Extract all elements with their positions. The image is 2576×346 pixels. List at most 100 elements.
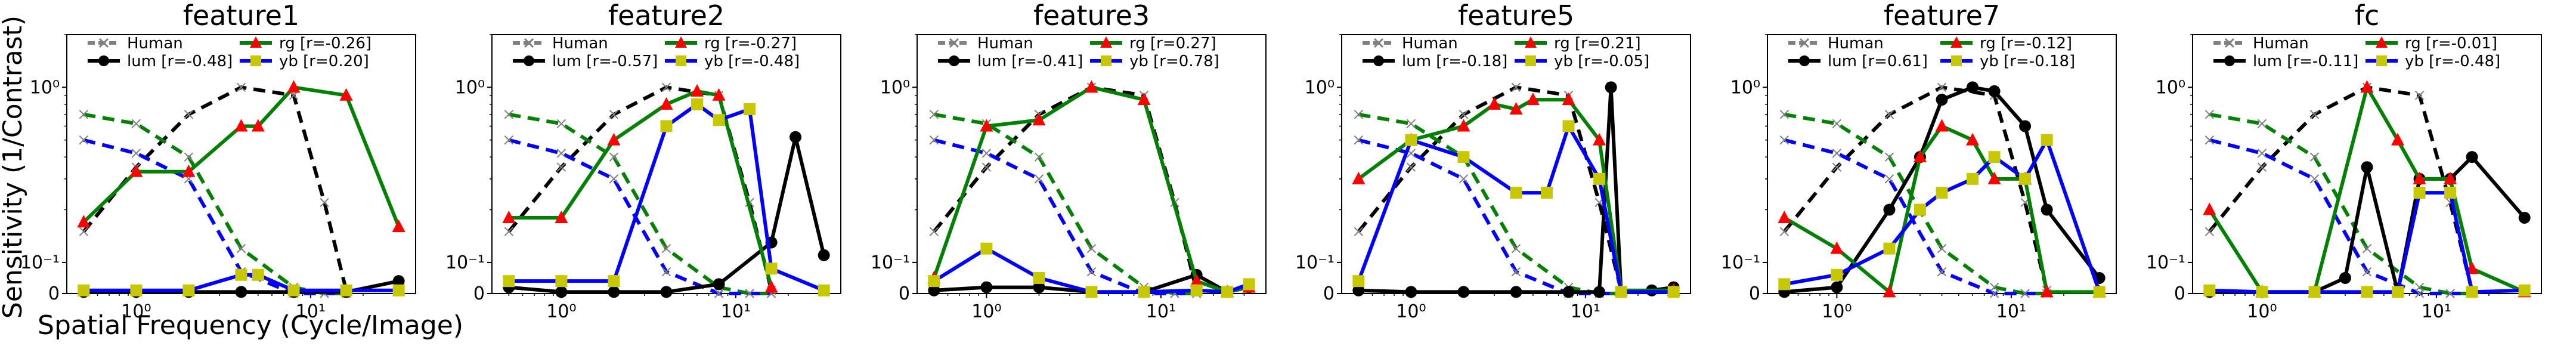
data-point bbox=[392, 220, 405, 233]
data-point bbox=[744, 103, 756, 116]
data-point bbox=[1913, 150, 1927, 163]
series-line bbox=[1357, 122, 1674, 294]
y-tick-label: 10⁻¹ bbox=[871, 252, 910, 273]
legend-label: lum [r=-0.18] bbox=[1402, 52, 1507, 70]
data-point bbox=[1032, 113, 1046, 126]
axes-frame bbox=[66, 34, 416, 294]
human-point bbox=[556, 162, 566, 172]
human-point bbox=[1354, 227, 1364, 236]
data-point bbox=[2518, 284, 2531, 296]
human-point bbox=[2205, 227, 2215, 236]
data-point bbox=[2361, 286, 2373, 298]
x-tick-label: 10¹ bbox=[1996, 301, 2026, 322]
human-point bbox=[236, 82, 246, 92]
legend-marker bbox=[2224, 55, 2235, 66]
human-point bbox=[1034, 152, 1044, 162]
human-point bbox=[131, 119, 141, 129]
human-lum-curve bbox=[1783, 85, 2049, 291]
data-point bbox=[287, 80, 301, 93]
legend-marker bbox=[1100, 36, 1112, 48]
x-tick-label: 10¹ bbox=[1146, 301, 1176, 322]
data-point bbox=[1510, 286, 1522, 298]
data-point bbox=[1243, 278, 1255, 291]
legend-label: yb [r=0.78] bbox=[1129, 52, 1219, 70]
data-point bbox=[2339, 271, 2351, 284]
legend-marker bbox=[524, 55, 534, 66]
y-tick-label: 0 bbox=[899, 283, 910, 304]
human-point bbox=[929, 227, 939, 236]
human-point bbox=[1937, 82, 1947, 92]
human-point bbox=[2362, 267, 2372, 277]
data-point bbox=[555, 275, 568, 288]
human-point bbox=[2257, 149, 2267, 158]
legend-marker bbox=[524, 38, 534, 48]
data-point bbox=[1526, 92, 1540, 106]
data-point bbox=[818, 249, 830, 261]
data-point bbox=[1883, 285, 1896, 298]
data-point bbox=[1831, 268, 1843, 281]
human-point bbox=[929, 135, 939, 145]
human-point bbox=[2445, 289, 2455, 298]
human-point bbox=[1989, 289, 1999, 298]
human-point bbox=[504, 227, 514, 236]
data-point bbox=[1562, 286, 1575, 298]
series-line bbox=[1784, 135, 2101, 293]
y-tick-label: 0 bbox=[1323, 283, 1335, 304]
human-point bbox=[1511, 243, 1521, 254]
series-line bbox=[509, 137, 826, 294]
legend-marker bbox=[1373, 55, 1384, 66]
x-tick-label: 10⁰ bbox=[1822, 301, 1852, 322]
data-point bbox=[251, 119, 265, 132]
legend-label: Human bbox=[1402, 35, 1458, 52]
x-tick-label: 10¹ bbox=[1571, 301, 1600, 322]
data-point bbox=[2391, 132, 2405, 146]
human-point bbox=[504, 135, 514, 145]
human-point bbox=[2205, 110, 2215, 119]
panel-title: fc bbox=[2355, 0, 2380, 32]
panel-title: feature3 bbox=[1033, 0, 1150, 32]
x-tick-label: 10¹ bbox=[296, 301, 326, 322]
data-point bbox=[660, 97, 673, 110]
legend-label: rg [r=0.21] bbox=[1554, 35, 1641, 52]
data-point bbox=[1085, 80, 1098, 93]
human-point bbox=[79, 110, 89, 119]
data-point bbox=[1033, 271, 1045, 284]
human-point bbox=[2414, 91, 2425, 100]
y-tick-label: 10⁻¹ bbox=[1721, 252, 1760, 273]
data-point bbox=[2466, 151, 2478, 163]
data-point bbox=[1562, 120, 1575, 132]
data-point bbox=[608, 286, 620, 298]
data-point bbox=[2019, 120, 2032, 132]
human-point bbox=[1511, 82, 1521, 92]
series-line bbox=[509, 102, 825, 292]
human-point bbox=[1884, 152, 1894, 162]
data-point bbox=[1541, 187, 1553, 199]
data-point bbox=[1033, 281, 1045, 294]
data-point bbox=[1352, 284, 1365, 296]
human-point bbox=[2020, 289, 2030, 298]
legend-label: yb [r=-0.48] bbox=[2405, 52, 2500, 70]
data-point bbox=[1510, 187, 1522, 199]
data-point bbox=[608, 275, 620, 288]
data-point bbox=[2360, 80, 2374, 93]
y-axis-label: Sensitivity (1/Contrast) bbox=[0, 16, 28, 319]
data-point bbox=[1988, 85, 2001, 97]
data-point bbox=[340, 284, 352, 296]
data-point bbox=[928, 275, 940, 288]
y-tick-label: 10⁰ bbox=[1730, 77, 1760, 98]
human-point bbox=[1354, 110, 1364, 119]
legend-label: lum [r=-0.48] bbox=[127, 52, 233, 70]
data-point bbox=[392, 275, 405, 288]
series-line bbox=[83, 273, 399, 292]
panel-title: feature1 bbox=[183, 0, 299, 32]
data-point bbox=[2019, 172, 2032, 185]
data-point bbox=[1190, 284, 1203, 296]
data-point bbox=[1085, 286, 1098, 298]
